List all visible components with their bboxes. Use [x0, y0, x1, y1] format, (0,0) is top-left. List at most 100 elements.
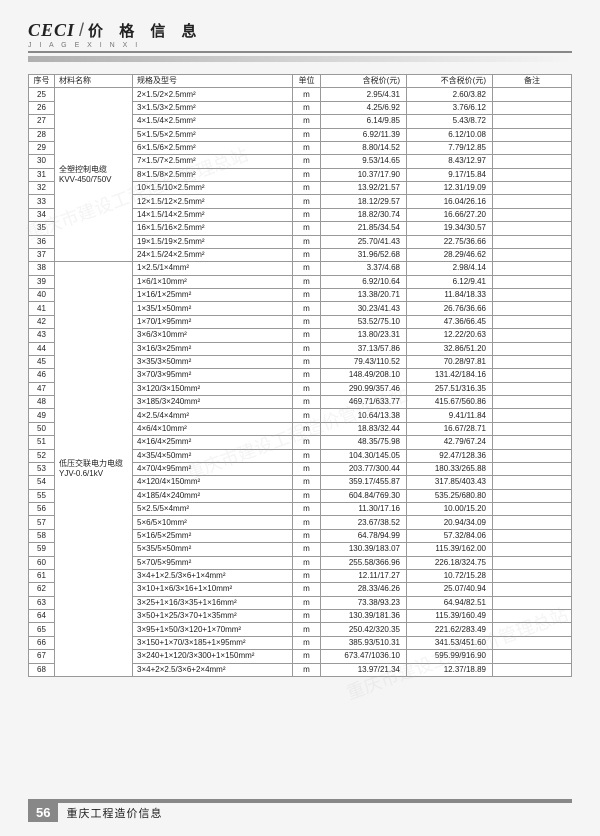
- cell-spec: 3×240+1×120/3×300+1×150mm²: [133, 650, 293, 663]
- cell-seq: 30: [29, 155, 55, 168]
- cell-remark: [493, 329, 572, 342]
- footer-page-number: 56: [28, 803, 58, 822]
- cell-seq: 48: [29, 396, 55, 409]
- cell-seq: 37: [29, 248, 55, 261]
- cell-seq: 66: [29, 636, 55, 649]
- cell-spec: 3×4+2×2.5/3×6+2×4mm²: [133, 663, 293, 676]
- cell-seq: 57: [29, 516, 55, 529]
- cell-notax-price: 317.85/403.43: [407, 476, 493, 489]
- cell-tax-price: 21.85/34.54: [321, 222, 407, 235]
- cell-remark: [493, 168, 572, 181]
- cell-tax-price: 79.43/110.52: [321, 355, 407, 368]
- cell-remark: [493, 449, 572, 462]
- cell-spec: 10×1.5/10×2.5mm²: [133, 182, 293, 195]
- cell-seq: 63: [29, 596, 55, 609]
- cell-notax-price: 180.33/265.88: [407, 462, 493, 475]
- cell-unit: m: [293, 396, 321, 409]
- cell-remark: [493, 382, 572, 395]
- cell-seq: 55: [29, 489, 55, 502]
- cell-spec: 3×4+1×2.5/3×6+1×4mm²: [133, 569, 293, 582]
- cell-tax-price: 385.93/510.31: [321, 636, 407, 649]
- cell-unit: m: [293, 355, 321, 368]
- cell-notax-price: 10.72/15.28: [407, 569, 493, 582]
- cell-unit: m: [293, 623, 321, 636]
- cell-spec: 3×16/3×25mm²: [133, 342, 293, 355]
- cell-remark: [493, 195, 572, 208]
- cell-unit: m: [293, 235, 321, 248]
- cell-notax-price: 6.12/9.41: [407, 275, 493, 288]
- price-table: 序号 材料名称 规格及型号 单位 含税价(元) 不含税价(元) 备注 25全塑控…: [28, 74, 572, 677]
- cell-notax-price: 257.51/316.35: [407, 382, 493, 395]
- cell-tax-price: 18.83/32.44: [321, 422, 407, 435]
- cell-remark: [493, 663, 572, 676]
- cell-seq: 39: [29, 275, 55, 288]
- cell-seq: 40: [29, 289, 55, 302]
- cell-seq: 65: [29, 623, 55, 636]
- cell-spec: 5×6/5×10mm²: [133, 516, 293, 529]
- cell-unit: m: [293, 88, 321, 101]
- cell-tax-price: 73.38/93.23: [321, 596, 407, 609]
- cell-seq: 26: [29, 101, 55, 114]
- cell-spec: 5×2.5/5×4mm²: [133, 503, 293, 516]
- cell-notax-price: 11.84/18.33: [407, 289, 493, 302]
- cell-notax-price: 6.12/10.08: [407, 128, 493, 141]
- header-slash: /: [79, 20, 84, 41]
- cell-seq: 28: [29, 128, 55, 141]
- cell-notax-price: 535.25/680.80: [407, 489, 493, 502]
- cell-remark: [493, 583, 572, 596]
- col-rem: 备注: [493, 75, 572, 88]
- col-tax: 含税价(元): [321, 75, 407, 88]
- cell-spec: 3×120/3×150mm²: [133, 382, 293, 395]
- cell-unit: m: [293, 115, 321, 128]
- cell-seq: 44: [29, 342, 55, 355]
- cell-unit: m: [293, 369, 321, 382]
- cell-unit: m: [293, 222, 321, 235]
- cell-unit: m: [293, 503, 321, 516]
- cell-unit: m: [293, 409, 321, 422]
- cell-spec: 24×1.5/24×2.5mm²: [133, 248, 293, 261]
- cell-seq: 50: [29, 422, 55, 435]
- cell-spec: 4×185/4×240mm²: [133, 489, 293, 502]
- cell-remark: [493, 516, 572, 529]
- cell-seq: 43: [29, 329, 55, 342]
- cell-material-name: 低压交联电力电缆 YJV-0.6/1kV: [55, 262, 133, 677]
- cell-unit: m: [293, 476, 321, 489]
- cell-spec: 3×185/3×240mm²: [133, 396, 293, 409]
- cell-unit: m: [293, 302, 321, 315]
- cell-notax-price: 25.07/40.94: [407, 583, 493, 596]
- cell-spec: 1×70/1×95mm²: [133, 315, 293, 328]
- cell-seq: 47: [29, 382, 55, 395]
- cell-unit: m: [293, 382, 321, 395]
- cell-notax-price: 26.76/36.66: [407, 302, 493, 315]
- cell-tax-price: 23.67/38.52: [321, 516, 407, 529]
- cell-unit: m: [293, 449, 321, 462]
- col-seq: 序号: [29, 75, 55, 88]
- col-spec: 规格及型号: [133, 75, 293, 88]
- cell-tax-price: 148.49/208.10: [321, 369, 407, 382]
- cell-tax-price: 9.53/14.65: [321, 155, 407, 168]
- cell-notax-price: 415.67/560.86: [407, 396, 493, 409]
- cell-spec: 3×50+1×25/3×70+1×35mm²: [133, 610, 293, 623]
- cell-unit: m: [293, 596, 321, 609]
- cell-tax-price: 53.52/75.10: [321, 315, 407, 328]
- cell-unit: m: [293, 516, 321, 529]
- cell-notax-price: 20.94/34.09: [407, 516, 493, 529]
- page-footer: 56 重庆工程造价信息: [28, 799, 572, 822]
- cell-remark: [493, 208, 572, 221]
- page-header: CECI / 价 格 信 息 J I A G E X I N X I: [28, 20, 572, 53]
- cell-remark: [493, 569, 572, 582]
- cell-remark: [493, 462, 572, 475]
- col-unit: 单位: [293, 75, 321, 88]
- cell-seq: 36: [29, 235, 55, 248]
- cell-remark: [493, 503, 572, 516]
- cell-spec: 3×25+1×16/3×35+1×16mm²: [133, 596, 293, 609]
- cell-tax-price: 2.95/4.31: [321, 88, 407, 101]
- cell-tax-price: 203.77/300.44: [321, 462, 407, 475]
- cell-seq: 38: [29, 262, 55, 275]
- cell-notax-price: 7.79/12.85: [407, 141, 493, 154]
- cell-remark: [493, 248, 572, 261]
- cell-tax-price: 3.37/4.68: [321, 262, 407, 275]
- cell-spec: 3×1.5/3×2.5mm²: [133, 101, 293, 114]
- cell-remark: [493, 315, 572, 328]
- cell-unit: m: [293, 329, 321, 342]
